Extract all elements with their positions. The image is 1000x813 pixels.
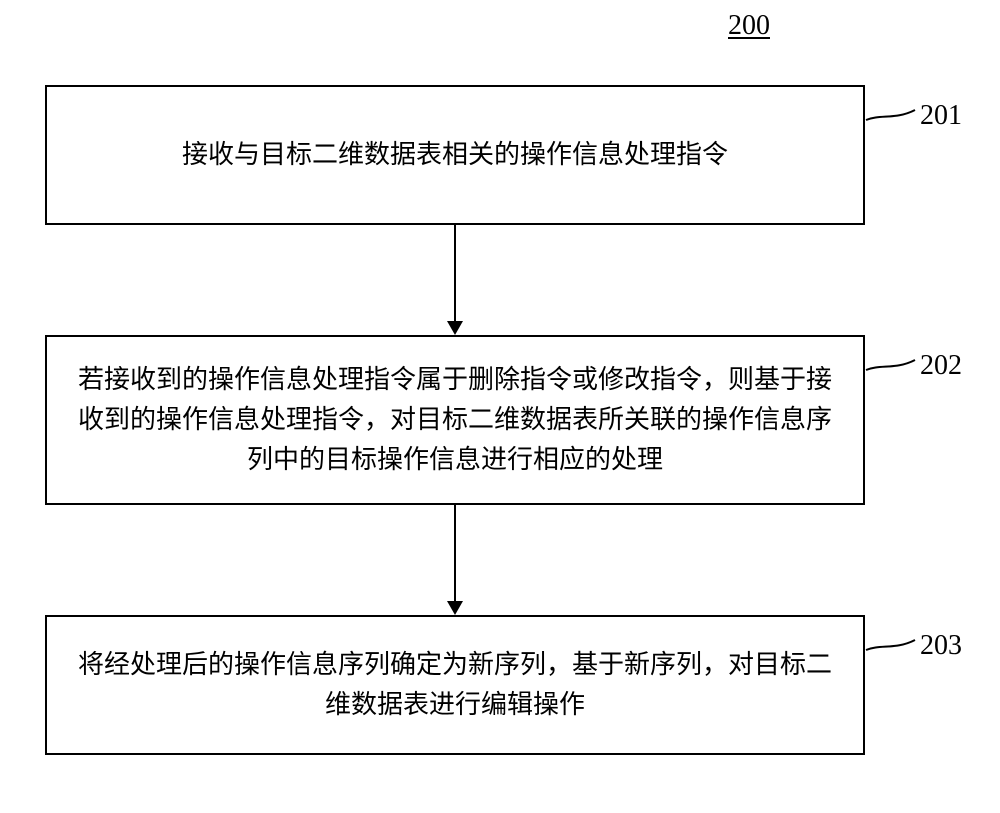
step-box-203: 将经处理后的操作信息序列确定为新序列，基于新序列，对目标二维数据表进行编辑操作: [45, 615, 865, 755]
step-box-201: 接收与目标二维数据表相关的操作信息处理指令: [45, 85, 865, 225]
step-label-201: 201: [920, 100, 962, 132]
step-text: 若接收到的操作信息处理指令属于删除指令或修改指令，则基于接收到的操作信息处理指令…: [77, 360, 833, 481]
step-text: 将经处理后的操作信息序列确定为新序列，基于新序列，对目标二维数据表进行编辑操作: [77, 645, 833, 726]
step-box-202: 若接收到的操作信息处理指令属于删除指令或修改指令，则基于接收到的操作信息处理指令…: [45, 335, 865, 505]
step-label-202: 202: [920, 350, 962, 382]
step-label-203: 203: [920, 630, 962, 662]
flowchart-canvas: 200 接收与目标二维数据表相关的操作信息处理指令 201 若接收到的操作信息处…: [0, 0, 1000, 813]
figure-number: 200: [728, 10, 770, 42]
step-text: 接收与目标二维数据表相关的操作信息处理指令: [182, 135, 728, 175]
